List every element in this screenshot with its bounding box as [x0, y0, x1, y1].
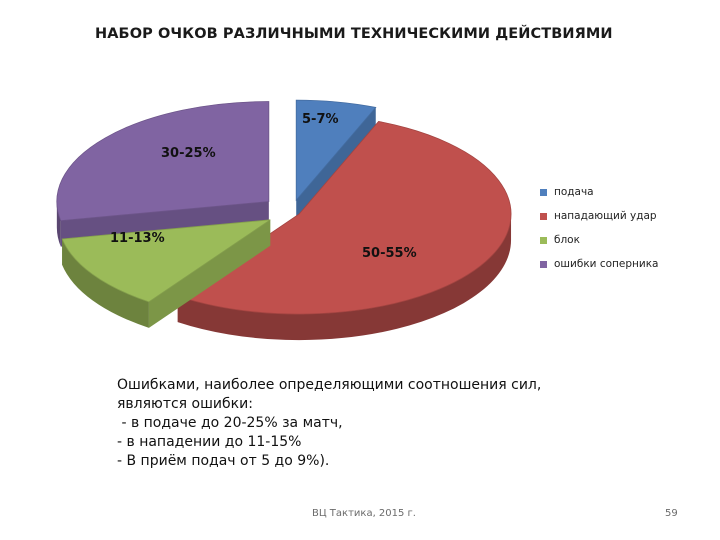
- legend-swatch-attack: [540, 212, 547, 220]
- pie-side-block: [62, 238, 149, 328]
- page-number: 59: [665, 508, 678, 519]
- pie-slice-opponent-errors: [56, 101, 270, 222]
- slice-label-serve: 5-7%: [302, 112, 339, 127]
- legend-item-opponent-errors: ошибки соперника: [540, 258, 659, 270]
- slice-label-block: 11-13%: [110, 231, 165, 246]
- legend-item-serve: подача: [540, 186, 659, 198]
- legend-swatch-opponent-errors: [540, 260, 547, 268]
- note-line-3: - в подаче до 20-25% за матч,: [117, 415, 343, 431]
- footer-text: ВЦ Тактика, 2015 г.: [312, 508, 416, 519]
- chart-title: НАБОР ОЧКОВ РАЗЛИЧНЫМИ ТЕХНИЧЕСКИМИ ДЕЙС…: [95, 26, 613, 42]
- legend-item-block: блок: [540, 234, 659, 246]
- slice-label-opponent-errors: 30-25%: [161, 146, 216, 161]
- legend-label-attack: нападающий удар: [554, 210, 657, 222]
- legend-swatch-block: [540, 236, 547, 244]
- legend-swatch-serve: [540, 188, 547, 196]
- slice-label-attack: 50-55%: [362, 246, 417, 261]
- chart-legend: подача нападающий удар блок ошибки сопер…: [540, 186, 659, 282]
- legend-label-block: блок: [554, 234, 580, 246]
- note-line-5: - В приём подач от 5 до 9%).: [117, 453, 330, 469]
- pie-slice-attack: [176, 120, 512, 315]
- legend-item-attack: нападающий удар: [540, 210, 659, 222]
- legend-label-opponent-errors: ошибки соперника: [554, 258, 659, 270]
- pie-side-attack: [177, 214, 512, 341]
- legend-label-serve: подача: [554, 186, 594, 198]
- note-line-1: Ошибками, наиболее определяющими соотнош…: [117, 377, 542, 393]
- note-text: Ошибками, наиболее определяющими соотнош…: [117, 376, 597, 471]
- note-line-2: являются ошибки:: [117, 396, 253, 412]
- note-line-4: - в нападении до 11-15%: [117, 434, 302, 450]
- pie-slice-block: [61, 219, 271, 303]
- pie-slice-serve: [295, 99, 377, 202]
